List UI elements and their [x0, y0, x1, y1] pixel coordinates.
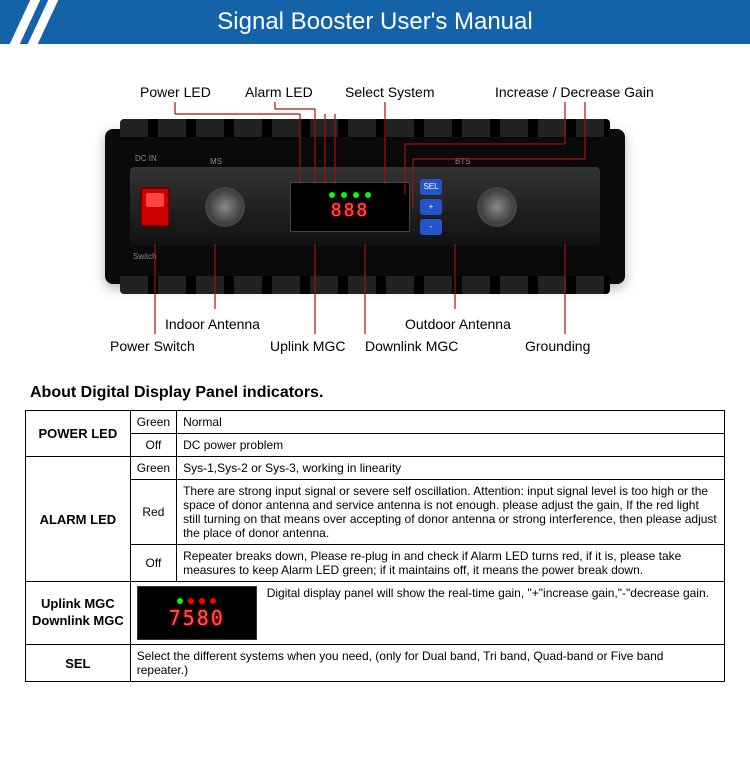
header-title: Signal Booster User's Manual: [217, 8, 532, 35]
led-icon: [210, 598, 216, 604]
bts-text: BTS: [455, 157, 471, 166]
desc-cell: There are strong input signal or severe …: [177, 480, 725, 545]
desc-cell: Repeater breaks down, Please re-plug in …: [177, 545, 725, 582]
device-body: DC IN MS BTS 888 SEL + -: [105, 129, 625, 284]
label-uplink-mgc: Uplink MGC: [270, 338, 345, 354]
label-outdoor-antenna: Outdoor Antenna: [405, 316, 511, 332]
table-row: Off DC power problem: [26, 434, 725, 457]
rowhead-mgc: Uplink MGCDownlink MGC: [26, 582, 131, 645]
fins-bottom: [120, 276, 610, 294]
sel-button[interactable]: SEL: [420, 179, 442, 195]
state-cell: Red: [130, 480, 176, 545]
indicator-table: POWER LED Green Normal Off DC power prob…: [25, 410, 725, 682]
desc-cell: Normal: [177, 411, 725, 434]
power-switch[interactable]: [140, 187, 170, 227]
table-row: Red There are strong input signal or sev…: [26, 480, 725, 545]
table-row: POWER LED Green Normal: [26, 411, 725, 434]
desc-cell-mgc: 7580 Digital display panel will show the…: [130, 582, 724, 645]
led-sys1-icon: [341, 192, 347, 198]
table-row: ALARM LED Green Sys-1,Sys-2 or Sys-3, wo…: [26, 457, 725, 480]
minus-button[interactable]: -: [420, 219, 442, 235]
fins-top: [120, 119, 610, 137]
rowhead-power-led: POWER LED: [26, 411, 131, 457]
desc-cell: DC power problem: [177, 434, 725, 457]
header-slash-decoration: [10, 0, 70, 44]
table-row: Off Repeater breaks down, Please re-plug…: [26, 545, 725, 582]
label-gain: Increase / Decrease Gain: [495, 84, 654, 100]
bts-connector[interactable]: [477, 187, 517, 227]
rowhead-alarm-led: ALARM LED: [26, 457, 131, 582]
label-downlink-mgc: Downlink MGC: [365, 338, 458, 354]
desc-cell: Sys-1,Sys-2 or Sys-3, working in lineari…: [177, 457, 725, 480]
label-indoor-antenna: Indoor Antenna: [165, 316, 260, 332]
display-digits: 888: [331, 200, 370, 221]
label-grounding: Grounding: [525, 338, 590, 354]
plus-button[interactable]: +: [420, 199, 442, 215]
led-icon: [199, 598, 205, 604]
table-row: Uplink MGCDownlink MGC 7580 Digital disp…: [26, 582, 725, 645]
table-row: SEL Select the different systems when yo…: [26, 645, 725, 682]
state-cell: Green: [130, 411, 176, 434]
mgc-desc: Digital display panel will show the real…: [267, 586, 709, 600]
dc-in-text: DC IN: [135, 154, 157, 163]
state-cell: Green: [130, 457, 176, 480]
device-diagram: Power LED Alarm LED Select System Increa…: [25, 84, 725, 354]
label-power-switch: Power Switch: [110, 338, 195, 354]
label-alarm-led: Alarm LED: [245, 84, 313, 100]
digital-display: 888: [290, 182, 410, 232]
rowhead-sel: SEL: [26, 645, 131, 682]
device-panel: 888 SEL + -: [130, 167, 600, 246]
mini-digits: 7580: [169, 606, 225, 630]
desc-cell: Select the different systems when you ne…: [130, 645, 724, 682]
ms-connector[interactable]: [205, 187, 245, 227]
led-power-icon: [329, 192, 335, 198]
led-icon: [177, 598, 183, 604]
state-cell: Off: [130, 434, 176, 457]
led-sys3-icon: [365, 192, 371, 198]
page-header: Signal Booster User's Manual: [0, 0, 750, 44]
mini-display: 7580: [137, 586, 257, 640]
button-column: SEL + -: [420, 179, 442, 235]
label-power-led: Power LED: [140, 84, 211, 100]
switch-text: Switch: [133, 252, 157, 261]
state-cell: Off: [130, 545, 176, 582]
label-select-system: Select System: [345, 84, 434, 100]
ms-text: MS: [210, 157, 222, 166]
led-icon: [188, 598, 194, 604]
section-title: About Digital Display Panel indicators.: [30, 384, 730, 402]
led-sys2-icon: [353, 192, 359, 198]
